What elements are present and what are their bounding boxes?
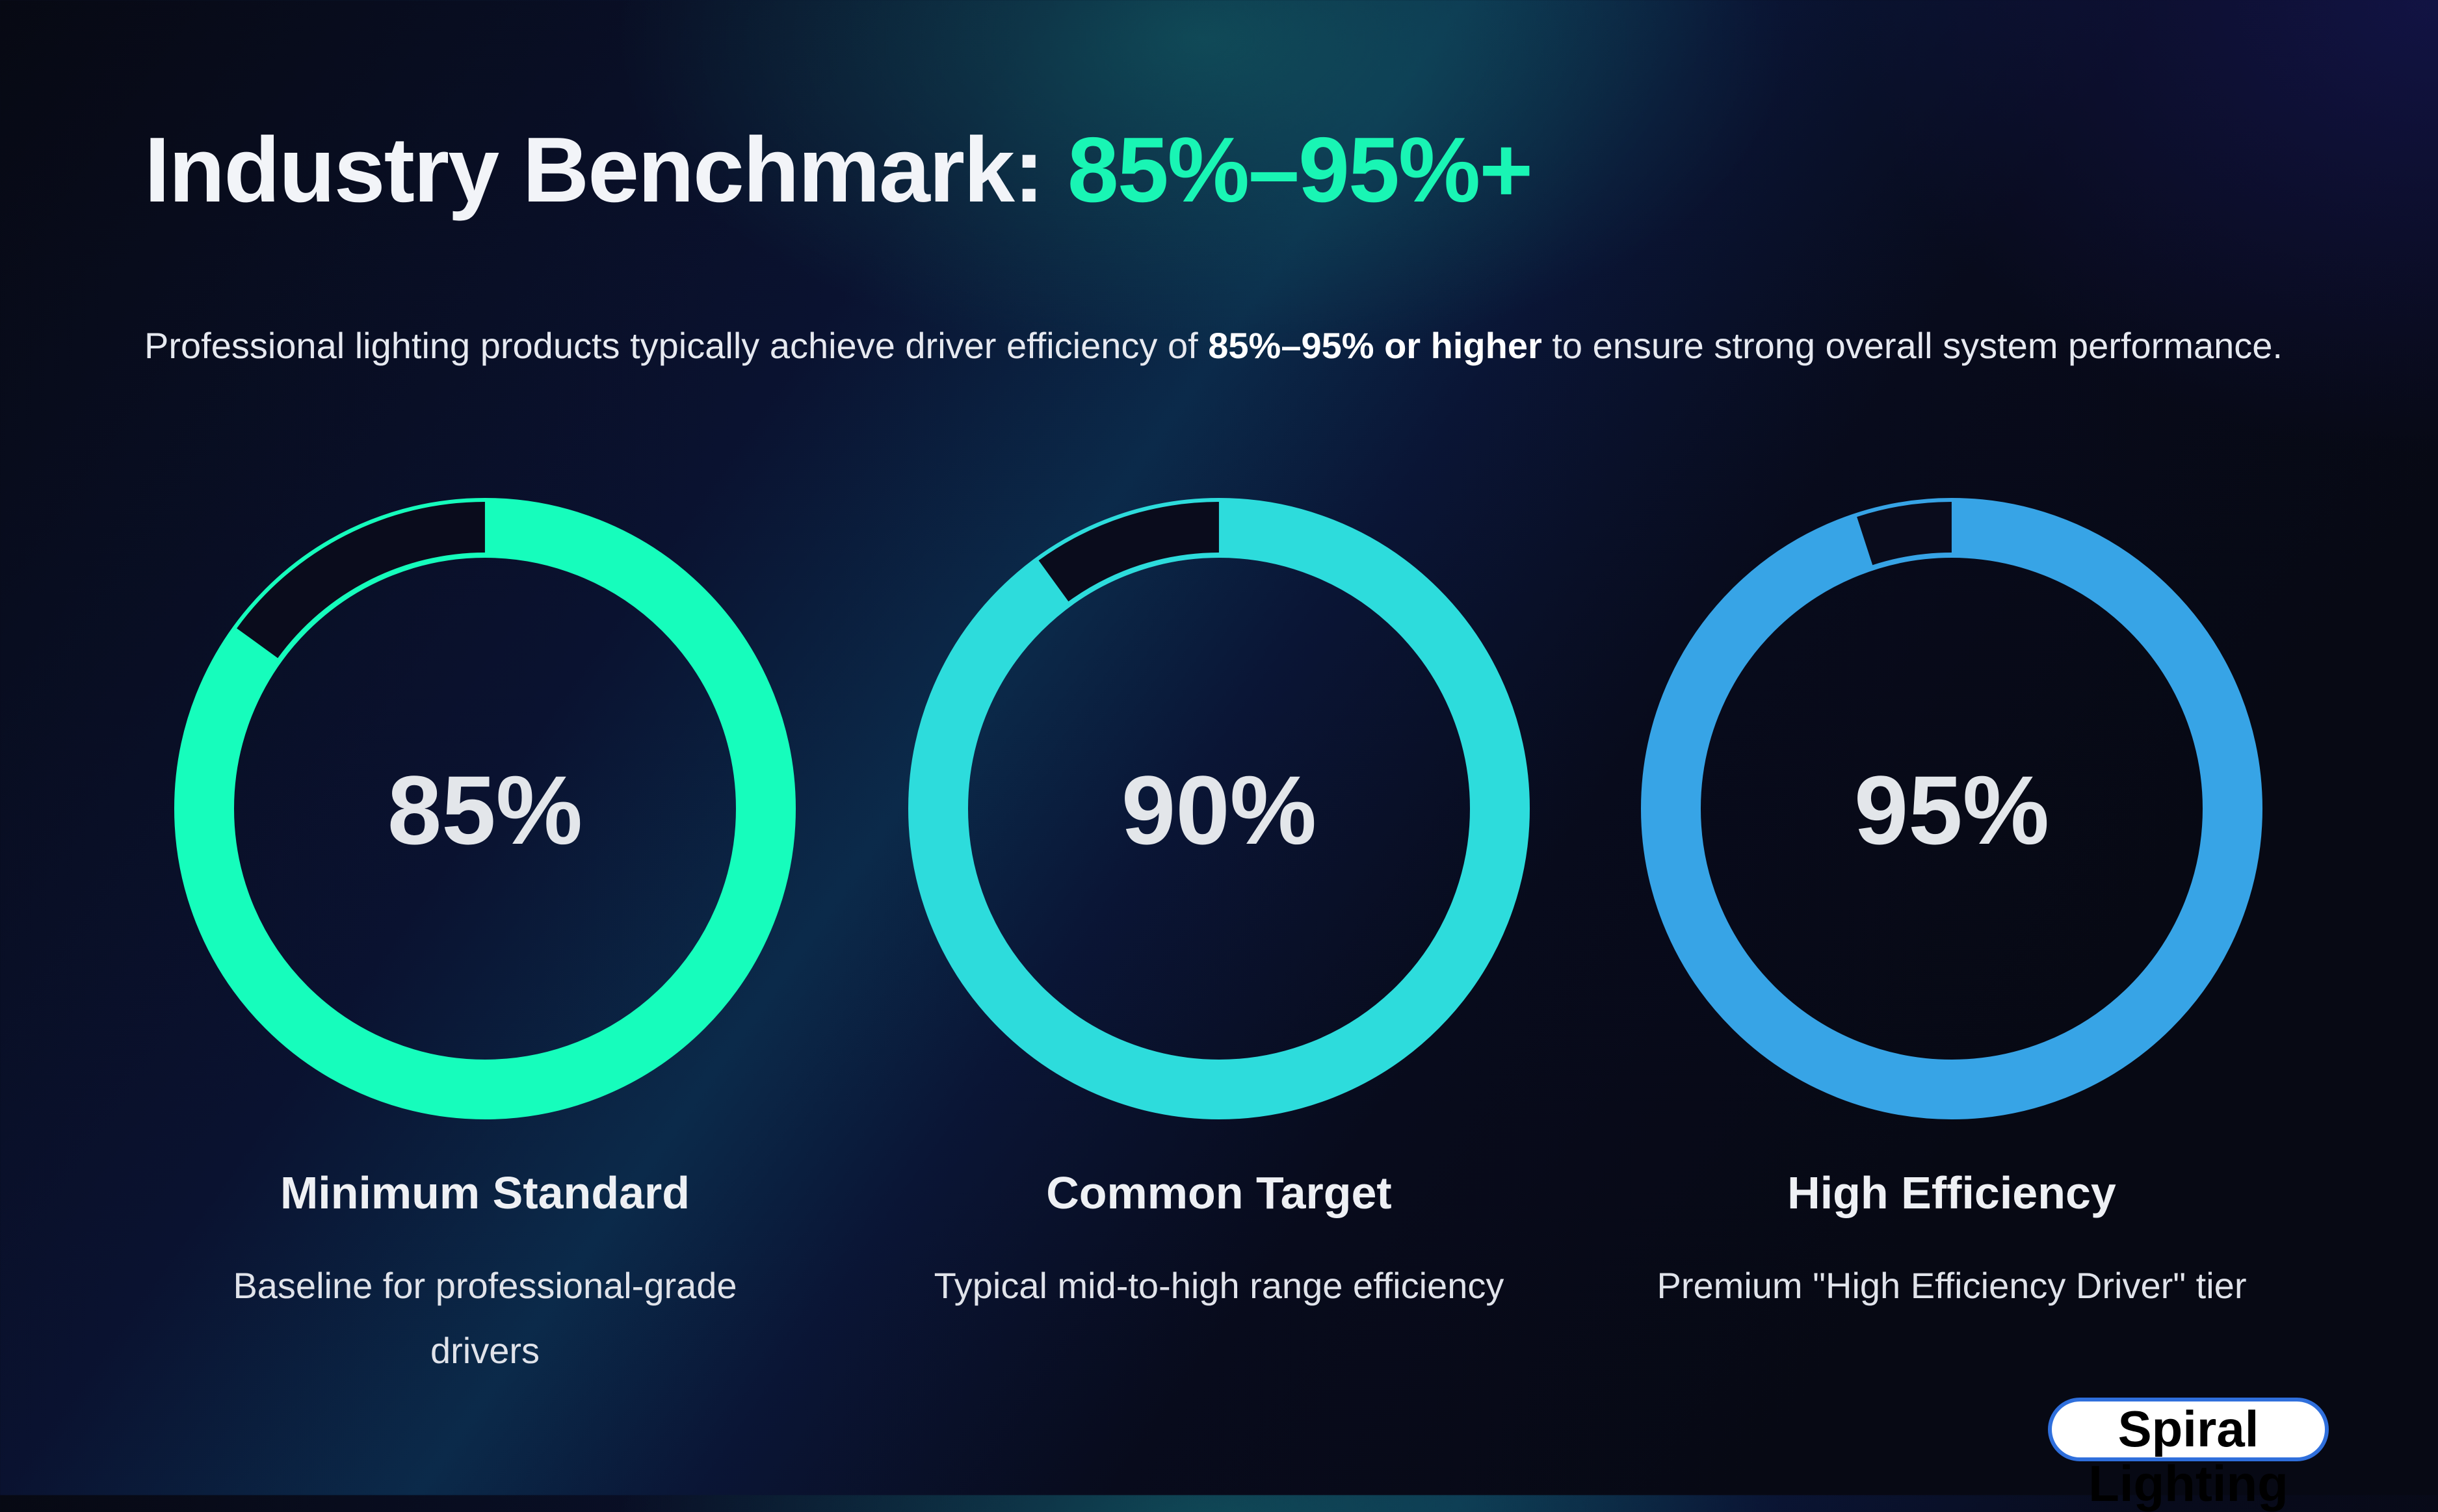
- ring-progress: [908, 498, 1530, 1119]
- ring-high-efficiency: 95%: [1641, 498, 2262, 1119]
- card-description: Typical mid-to-high range efficiency: [934, 1265, 1504, 1306]
- title-accent: 85%–95%+: [1067, 118, 1533, 222]
- intro-paragraph: Professional lighting products typically…: [144, 313, 2290, 378]
- intro-text-end: to ensure strong overall system performa…: [1541, 325, 2283, 366]
- ring-percent-label: 90%: [1121, 755, 1317, 865]
- card-title: Common Target: [1046, 1167, 1392, 1218]
- spiral-lighting-logo: Spiral Lighting: [2048, 1398, 2329, 1511]
- ring-percent-label: 95%: [1854, 755, 2049, 865]
- title-prefix: Industry Benchmark:: [144, 118, 1044, 222]
- ring-remainder: [1038, 502, 1219, 602]
- ring-remainder: [1857, 502, 1952, 566]
- card-title: Minimum Standard: [280, 1167, 690, 1218]
- ring-minimum-standard: 85%: [174, 498, 796, 1119]
- card-description: Baseline for professional-grade drivers: [233, 1265, 737, 1371]
- ring-common-target: 90%: [908, 498, 1530, 1119]
- intro-text: Professional lighting products typically…: [144, 325, 1209, 366]
- ring-remainder: [237, 502, 485, 658]
- card-title: High Efficiency: [1787, 1167, 2116, 1218]
- ring-progress: [174, 498, 796, 1119]
- page-title: Industry Benchmark: 85%–95%+: [144, 117, 1533, 224]
- ring-percent-label: 85%: [387, 755, 583, 865]
- ring-progress: [1641, 498, 2262, 1119]
- intro-bold: 85%–95% or higher: [1208, 325, 1542, 366]
- card-description: Premium "High Efficiency Driver" tier: [1657, 1265, 2247, 1306]
